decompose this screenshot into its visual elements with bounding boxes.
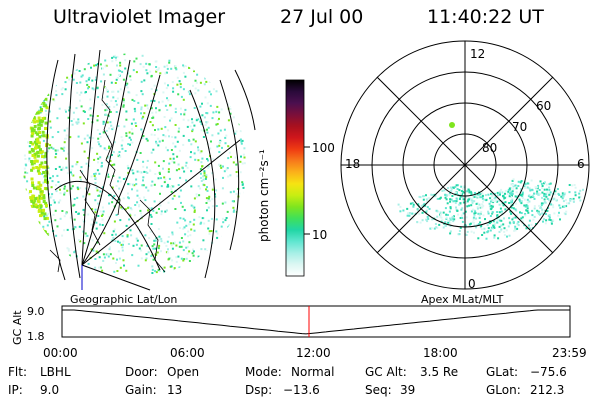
- flt-label: Flt:: [8, 365, 27, 379]
- timeline-left-caption: Geographic Lat/Lon: [70, 293, 178, 306]
- glon-label: GLon:: [486, 383, 521, 397]
- timeline-y-label: GC Alt: [11, 310, 24, 345]
- gain-value: 13: [167, 383, 183, 397]
- dsp-value: −13.6: [283, 383, 320, 397]
- lat-lon-grid: [46, 49, 256, 291]
- seq-value: 39: [400, 383, 416, 397]
- timeline-right-caption: Apex MLat/MLT: [421, 293, 504, 306]
- polar-emission-speckle: [397, 178, 584, 240]
- timeline-ytick-bottom: 1.8: [27, 330, 45, 343]
- lat-label-60: 60: [536, 99, 552, 113]
- gcalt-label: GC Alt:: [365, 365, 407, 379]
- door-value: Open: [167, 365, 200, 379]
- lat-label-80: 80: [482, 141, 498, 155]
- bright-spot: [449, 122, 455, 128]
- colorbar-label: photon cm⁻²s⁻¹: [257, 149, 271, 242]
- coastline: [49, 79, 166, 273]
- time-label: 11:40:22 UT: [427, 6, 544, 28]
- ip-value: 9.0: [40, 383, 60, 397]
- timeline-xtick-0000: 00:00: [43, 346, 78, 360]
- polar-plot: [340, 40, 590, 290]
- glon-value: 212.3: [530, 383, 565, 397]
- door-label: Door:: [125, 365, 158, 379]
- timeline-xtick-0600: 06:00: [170, 346, 205, 360]
- date-label: 27 Jul 00: [280, 6, 364, 28]
- timeline-ytick-top: 9.0: [27, 305, 45, 318]
- mlt-label-0: 0: [468, 277, 476, 291]
- colorbar-tick-100: 100: [312, 141, 335, 155]
- timeline-xtick-1800: 18:00: [423, 346, 458, 360]
- dsp-label: Dsp:: [245, 383, 273, 397]
- mlt-label-18: 18: [345, 157, 361, 171]
- gain-label: Gain:: [125, 383, 157, 397]
- meridian-diag-2: [376, 76, 554, 254]
- instrument-title: Ultraviolet Imager: [53, 6, 226, 28]
- colorbar-tick-10: 10: [312, 228, 328, 242]
- geographic-image: [23, 49, 256, 291]
- mlt-label-6: 6: [577, 157, 585, 171]
- glat-value: −75.6: [530, 365, 567, 379]
- gcalt-value: 3.5 Re: [420, 365, 459, 379]
- lat-label-70: 70: [512, 120, 528, 134]
- timeline-xtick-1200: 12:00: [296, 346, 331, 360]
- mode-value: Normal: [291, 365, 335, 379]
- color-scale-bar: [285, 79, 310, 277]
- aurora-emission-speckle: [23, 53, 247, 277]
- flt-value: LBHL: [40, 365, 71, 379]
- ip-label: IP:: [8, 383, 23, 397]
- seq-label: Seq:: [365, 383, 392, 397]
- altitude-timeline: [61, 305, 571, 338]
- mlt-label-12: 12: [470, 47, 486, 61]
- altitude-curve: [62, 309, 570, 335]
- glat-label: GLat:: [486, 365, 519, 379]
- mode-label: Mode:: [245, 365, 282, 379]
- timeline-xtick-2359: 23:59: [552, 346, 587, 360]
